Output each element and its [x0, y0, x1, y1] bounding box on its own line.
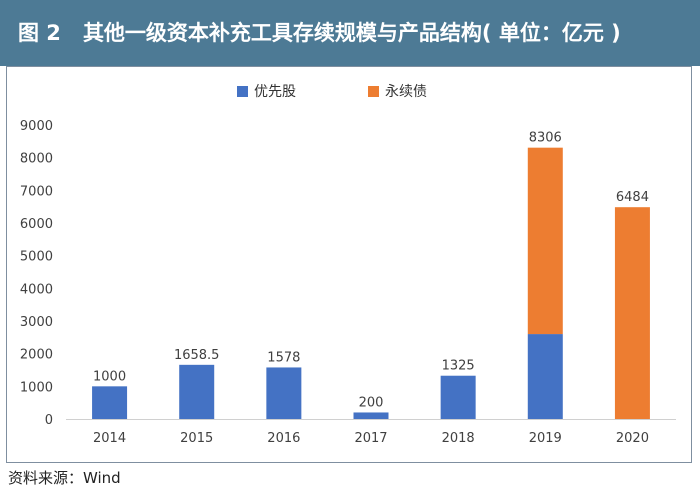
legend-swatch-1: [237, 86, 248, 97]
data-label-2020: 6484: [616, 190, 649, 205]
data-labels: 1000 1658.5 1578 200 1325 8306 6484: [93, 131, 649, 411]
figure-label: 图 2: [18, 21, 61, 45]
x-tick-label-2014: 2014: [93, 431, 126, 446]
data-label-2016: 1578: [267, 350, 300, 365]
legend-label-2: 永续债: [385, 83, 427, 100]
bar-2019-series-2: [527, 147, 563, 335]
source-note: 资料来源：Wind: [8, 469, 121, 487]
x-axis: 2014 2015 2016 2017 2018 2019 2020: [66, 419, 676, 446]
legend-swatch-2: [368, 86, 379, 97]
chart-legend: 优先股 永续债: [237, 83, 427, 100]
y-tick-label-1000: 1000: [20, 380, 53, 395]
data-label-2015: 1658.5: [174, 348, 220, 363]
bar-2016-series-1: [266, 367, 302, 419]
y-tick-label-9000: 9000: [20, 119, 53, 134]
bar-2020-series-2: [614, 207, 650, 419]
y-tick-label-6000: 6000: [20, 217, 53, 232]
bar-2014-series-1: [92, 386, 128, 419]
y-tick-label-2000: 2000: [20, 348, 53, 363]
x-tick-label-2020: 2020: [616, 431, 649, 446]
legend-label-1: 优先股: [254, 84, 296, 100]
figure-header: 图 2 其他一级资本补充工具存续规模与产品结构( 单位：亿元 ): [0, 0, 700, 66]
y-axis: 0 1000 2000 3000 4000 5000 6000 7000 8000 9000: [20, 119, 53, 428]
x-tick-label-2016: 2016: [267, 431, 300, 446]
data-label-2018: 1325: [442, 359, 475, 374]
bar-2015-series-1: [179, 364, 215, 419]
y-tick-label-7000: 7000: [20, 184, 53, 199]
x-tick-label-2017: 2017: [354, 431, 387, 446]
bars: [92, 147, 650, 419]
data-label-2014: 1000: [93, 369, 126, 384]
y-tick-label-8000: 8000: [20, 152, 53, 167]
stacked-bar-chart: 优先股 永续债 0 1000 2000 3000 4000 5000 6000 7000 8000…: [20, 83, 676, 446]
data-label-2017: 200: [359, 395, 384, 410]
y-tick-label-4000: 4000: [20, 282, 53, 297]
bar-2017-series-1: [353, 412, 389, 419]
figure-title: 其他一级资本补充工具存续规模与产品结构( 单位：亿元 ): [82, 21, 621, 45]
data-label-2019: 8306: [529, 131, 562, 146]
y-tick-label-5000: 5000: [20, 250, 53, 265]
x-tick-label-2019: 2019: [529, 431, 562, 446]
x-tick-label-2018: 2018: [442, 431, 475, 446]
bar-2019-series-1: [527, 334, 563, 419]
y-tick-label-0: 0: [45, 413, 53, 428]
x-tick-label-2015: 2015: [180, 431, 213, 446]
bar-2018-series-1: [440, 375, 476, 419]
y-tick-label-3000: 3000: [20, 315, 53, 330]
